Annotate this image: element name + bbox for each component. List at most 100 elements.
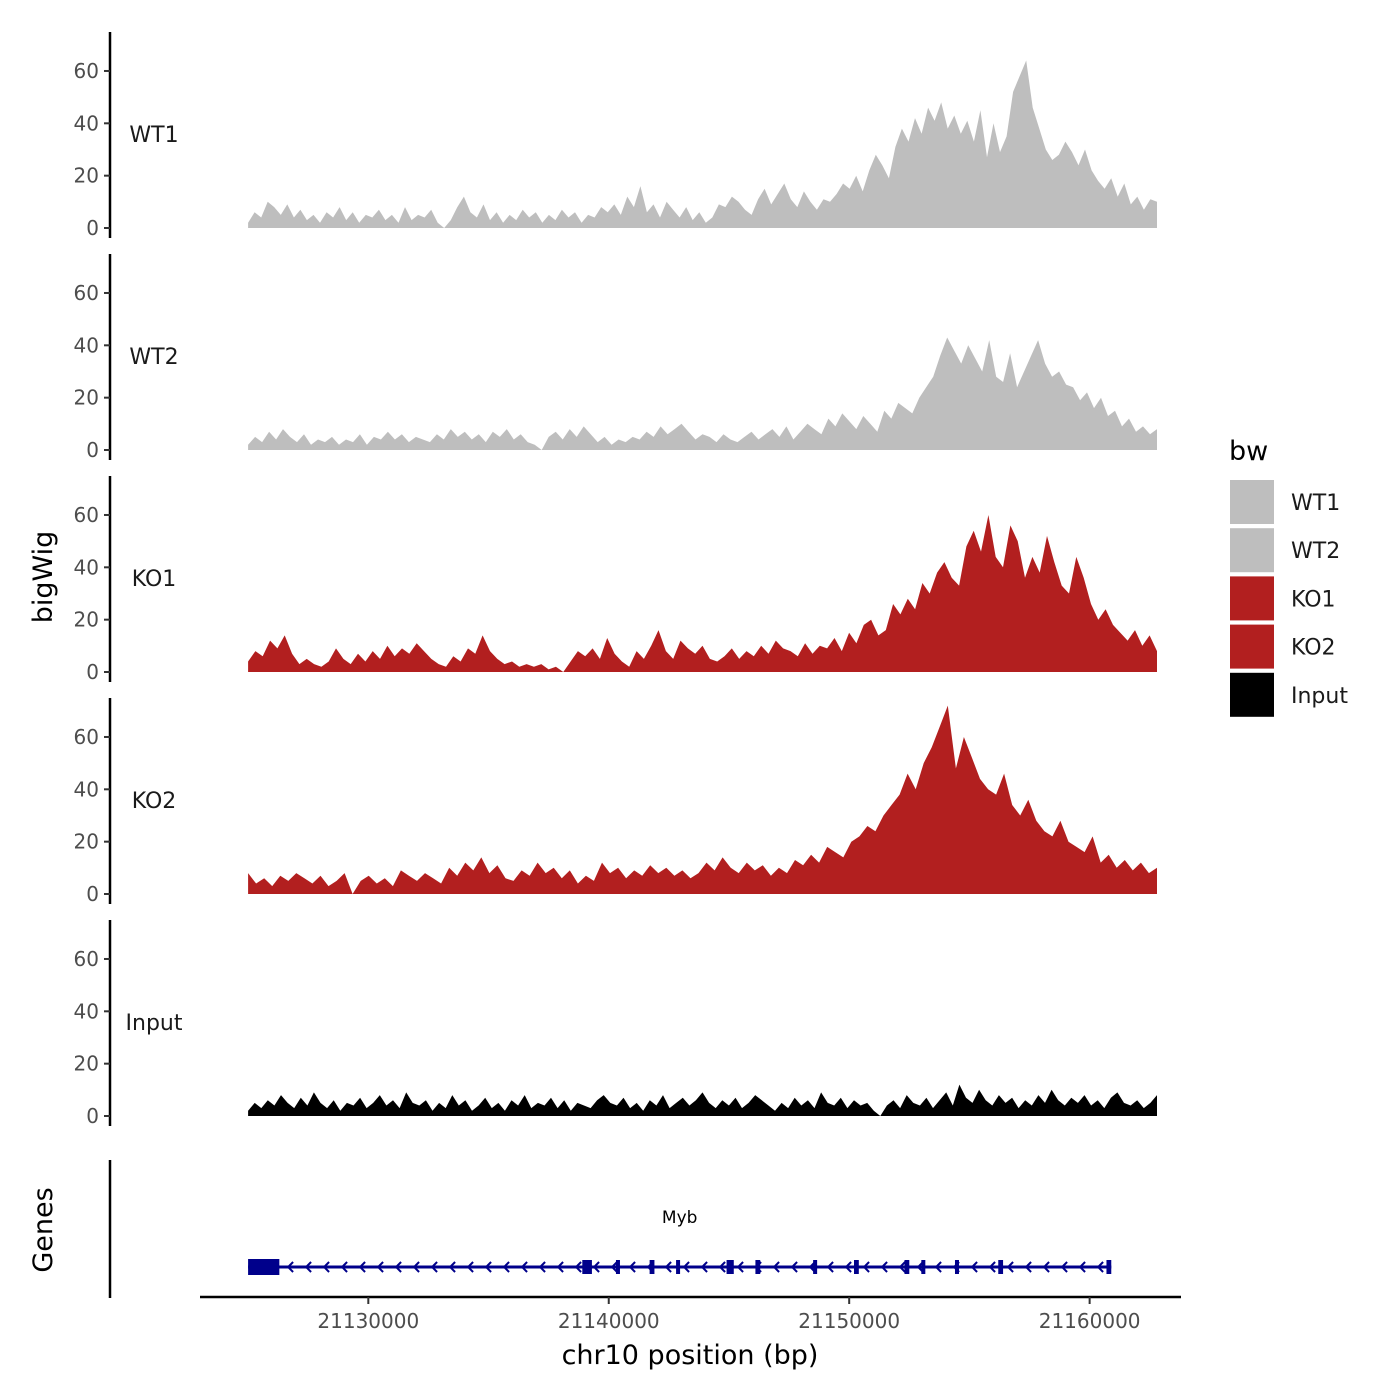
- strand-arrow: [592, 1261, 600, 1273]
- track-ko2: 0 20 40 60 KO2: [74, 698, 1158, 906]
- strand-arrow: [772, 1261, 780, 1273]
- strand-arrow: [304, 1261, 312, 1273]
- y-tick-label: 60: [74, 503, 99, 527]
- strand-arrow: [1006, 1261, 1014, 1273]
- gene-exon: [998, 1260, 1004, 1274]
- legend-label-ko2: KO2: [1291, 636, 1336, 661]
- signal-area-wt1: [248, 60, 1158, 228]
- strand-arrow: [286, 1261, 294, 1273]
- strand-arrow: [376, 1261, 384, 1273]
- strand-arrow: [538, 1261, 546, 1273]
- x-axis: 21130000 21140000 21150000 21160000: [200, 1295, 1181, 1333]
- x-tick-label: 21150000: [798, 1309, 900, 1333]
- strand-arrow: [664, 1261, 672, 1273]
- legend-label-ko1: KO1: [1291, 587, 1336, 612]
- strand-arrow: [1060, 1261, 1068, 1273]
- gene-exon: [676, 1260, 681, 1274]
- track-label: WT2: [129, 345, 178, 370]
- y-tick-label: 0: [86, 882, 99, 906]
- gene-exon: [248, 1259, 280, 1275]
- strand-arrow: [862, 1261, 870, 1273]
- y-tick-label: 40: [74, 999, 99, 1023]
- gene-exon: [649, 1260, 655, 1274]
- y-tick-label: 60: [74, 59, 99, 83]
- strand-arrow: [1078, 1261, 1086, 1273]
- x-tick-label: 21140000: [558, 1309, 660, 1333]
- strand-arrow: [574, 1261, 582, 1273]
- gene-exon: [813, 1260, 818, 1274]
- y-tick-label: 0: [86, 1104, 99, 1128]
- gene-exon: [904, 1260, 910, 1274]
- strand-arrow: [556, 1261, 564, 1273]
- y-tick-label: 20: [74, 1052, 99, 1076]
- strand-arrow: [322, 1261, 330, 1273]
- y-tick-label: 20: [74, 830, 99, 854]
- strand-arrow: [1024, 1261, 1032, 1273]
- signal-area-ko2: [248, 705, 1158, 894]
- strand-arrow: [448, 1261, 456, 1273]
- strand-arrow: [430, 1261, 438, 1273]
- strand-arrow: [502, 1261, 510, 1273]
- track-input: 0 20 40 60 Input: [74, 920, 1158, 1128]
- strand-arrow: [412, 1261, 420, 1273]
- legend-title: bw: [1229, 436, 1268, 467]
- track-ko1: 0 20 40 60 KO1: [74, 476, 1158, 684]
- legend-label-input: Input: [1291, 684, 1348, 709]
- gene-exon: [726, 1260, 734, 1274]
- signal-area-input: [248, 1084, 1158, 1116]
- legend-label-wt1: WT1: [1291, 491, 1340, 516]
- gene-exon: [921, 1260, 926, 1274]
- gene-exon: [1106, 1260, 1112, 1274]
- tracks-group: 0 20 40 60 WT1 0 20 40 60 WT2 0 20 40 60 KO1 0 20 40 60 KO2…: [74, 32, 1158, 1128]
- strand-arrow: [466, 1261, 474, 1273]
- strand-arrow: [970, 1261, 978, 1273]
- y-tick-label: 20: [74, 164, 99, 188]
- gene-exon: [615, 1260, 620, 1274]
- x-tick-label: 21160000: [1039, 1309, 1141, 1333]
- strand-arrow: [736, 1261, 744, 1273]
- track-label: WT1: [129, 123, 178, 148]
- strand-arrow: [898, 1261, 906, 1273]
- track-wt1: 0 20 40 60 WT1: [74, 32, 1158, 240]
- strand-arrow: [988, 1261, 996, 1273]
- legend-label-wt2: WT2: [1291, 539, 1340, 564]
- genes-track: Myb: [108, 1160, 1112, 1298]
- gene-exon: [582, 1260, 592, 1274]
- strand-arrow: [484, 1261, 492, 1273]
- y-tick-label: 40: [74, 111, 99, 135]
- x-axis-title: chr10 position (bp): [562, 1340, 819, 1371]
- strand-arrow: [790, 1261, 798, 1273]
- strand-arrow: [844, 1261, 852, 1273]
- track-wt2: 0 20 40 60 WT2: [74, 254, 1158, 462]
- strand-arrow: [700, 1261, 708, 1273]
- signal-area-ko1: [248, 515, 1158, 672]
- strand-arrow: [520, 1261, 528, 1273]
- y-tick-label: 0: [86, 216, 99, 240]
- x-tick-label: 21130000: [317, 1309, 419, 1333]
- y-axis-title: bigWig: [28, 531, 59, 624]
- y-tick-label: 40: [74, 333, 99, 357]
- y-tick-label: 60: [74, 725, 99, 749]
- strand-arrow: [718, 1261, 726, 1273]
- legend-swatch-ko1: [1230, 576, 1274, 621]
- track-label: Input: [126, 1011, 183, 1036]
- legend-swatch-wt1: [1230, 480, 1274, 524]
- legend-swatch-ko2: [1230, 624, 1274, 669]
- strand-arrow: [628, 1261, 636, 1273]
- gene-exon: [755, 1260, 761, 1274]
- gene-exon: [954, 1260, 959, 1274]
- y-tick-label: 0: [86, 438, 99, 462]
- track-label: KO1: [132, 567, 177, 592]
- strand-arrow: [1042, 1261, 1050, 1273]
- y-tick-label: 20: [74, 386, 99, 410]
- strand-arrow: [826, 1261, 834, 1273]
- gene-name-label: Myb: [662, 1208, 698, 1228]
- strand-arrow: [934, 1261, 942, 1273]
- strand-arrow: [394, 1261, 402, 1273]
- strand-arrow: [880, 1261, 888, 1273]
- strand-arrow: [682, 1261, 690, 1273]
- gene-exon: [854, 1260, 859, 1274]
- legend-swatch-wt2: [1230, 528, 1274, 573]
- track-label: KO2: [132, 789, 177, 814]
